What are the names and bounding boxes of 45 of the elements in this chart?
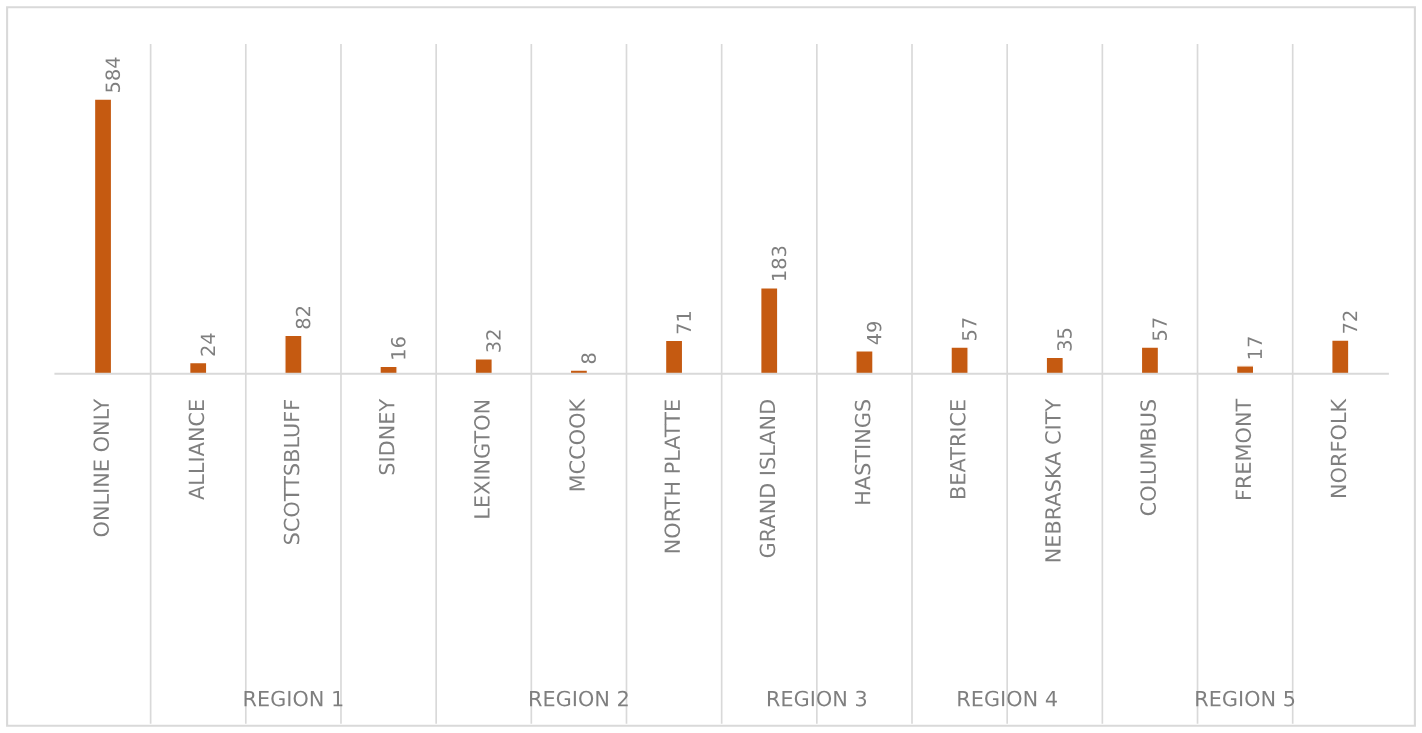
data-label: 57	[962, 318, 977, 340]
data-label: 57	[1152, 318, 1167, 340]
bar	[188, 361, 208, 374]
bar	[759, 287, 779, 374]
data-label: 49	[866, 321, 882, 345]
bar	[855, 350, 874, 374]
data-label: 71	[676, 311, 691, 334]
data-label: 16	[390, 337, 406, 359]
x-tick-label: MCCOOK	[569, 398, 585, 491]
x-tick-label: ALLIANCE	[188, 400, 205, 500]
data-label: 35	[1057, 328, 1072, 351]
x-tick-label: NEBRASKA CITY	[1045, 398, 1061, 562]
bar	[664, 339, 684, 374]
data-label: 183	[771, 246, 787, 281]
data-label: 17	[1247, 337, 1262, 359]
x-tick-label: NORFOLK	[1330, 398, 1347, 497]
x-tick-label: NORTH PLATTE	[664, 400, 681, 553]
data-label: 82	[295, 306, 311, 329]
text: REGION 2	[530, 690, 628, 707]
x-tick-label: FREMONT	[1235, 398, 1252, 500]
bar	[284, 334, 303, 374]
x-tick-label: BEATRICE	[949, 400, 966, 498]
text: REGION 4	[958, 690, 1057, 707]
bar	[93, 98, 113, 374]
data-label: 8	[581, 353, 596, 364]
bar	[1235, 365, 1255, 374]
x-tick-label: LEXINGTON	[474, 400, 490, 518]
bar	[1140, 346, 1160, 374]
bar	[1045, 356, 1065, 374]
data-label: 32	[486, 330, 501, 352]
data-label: 24	[200, 333, 215, 356]
text: REGION 3	[767, 690, 867, 707]
bar	[474, 358, 493, 374]
x-tick-label: GRAND ISLAND	[759, 400, 776, 558]
bar	[1331, 339, 1350, 374]
data-label: 584	[105, 57, 121, 92]
text: REGION 1	[244, 690, 343, 707]
text: REGION 5	[1196, 690, 1295, 707]
data-label: 72	[1342, 311, 1358, 333]
x-tick-label: COLUMBUS	[1140, 399, 1156, 516]
bar	[950, 346, 969, 374]
x-tick-label: HASTINGS	[854, 400, 871, 504]
x-tick-label: ONLINE ONLY	[93, 398, 110, 537]
x-tick-label: SCOTTSBLUFF	[283, 400, 300, 545]
x-tick-label: SIDNEY	[378, 398, 395, 475]
